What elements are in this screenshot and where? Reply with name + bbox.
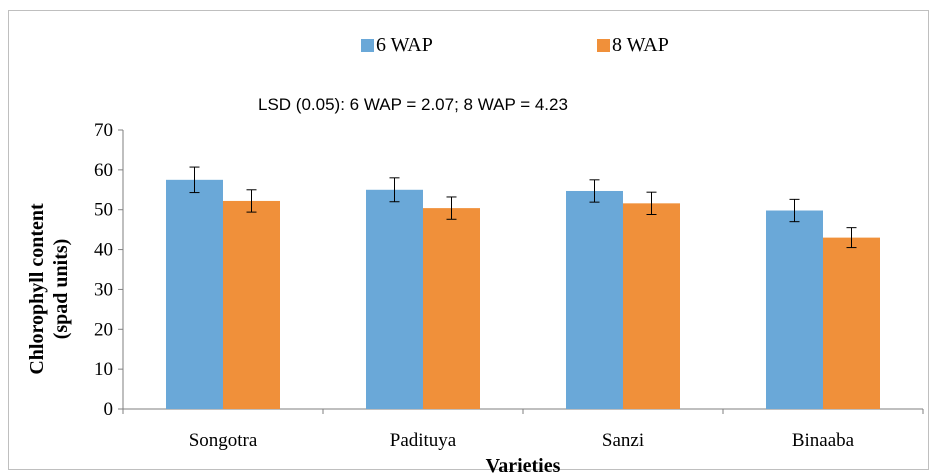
- x-tick-label: Binaaba: [792, 430, 855, 451]
- bar-6-wap: [166, 179, 223, 409]
- legend-label-6-wap: 6 WAP: [376, 34, 433, 56]
- legend: 6 WAP 8 WAP: [361, 34, 669, 56]
- y-tick-label: 10: [94, 359, 113, 380]
- y-tick-label: 20: [94, 319, 113, 340]
- x-tick-label: Songotra: [189, 430, 258, 451]
- legend-swatch-8-wap: [597, 39, 610, 52]
- lsd-annotation: LSD (0.05): 6 WAP = 2.07; 8 WAP = 4.23: [258, 95, 568, 114]
- y-tick-label: 50: [94, 200, 113, 221]
- y-tick-label: 60: [94, 160, 113, 181]
- y-tick-label: 30: [94, 279, 113, 300]
- y-tick-label: 40: [94, 240, 113, 261]
- bar-8-wap: [623, 203, 680, 409]
- y-tick-label: 70: [94, 120, 113, 141]
- y-axis-title-line1: Chlorophyll content: [26, 203, 48, 375]
- bar-8-wap: [823, 237, 880, 409]
- x-axis-title: Varieties: [486, 455, 561, 474]
- bar-6-wap: [766, 210, 823, 409]
- bar-8-wap: [423, 208, 480, 409]
- y-axis-title: Chlorophyll content (spad units): [26, 203, 72, 375]
- y-tick-label: 0: [104, 399, 114, 420]
- legend-swatch-6-wap: [361, 39, 374, 52]
- bar-6-wap: [366, 189, 423, 409]
- bar-8-wap: [223, 200, 280, 409]
- x-tick-label: Sanzi: [602, 430, 644, 451]
- y-axis-title-line2: (spad units): [50, 239, 72, 340]
- bar-6-wap: [566, 190, 623, 409]
- legend-label-8-wap: 8 WAP: [612, 34, 669, 56]
- x-tick-label: Padituya: [390, 430, 457, 451]
